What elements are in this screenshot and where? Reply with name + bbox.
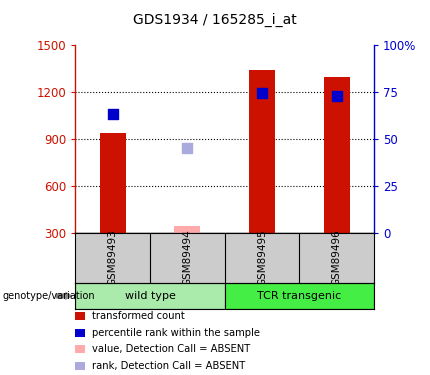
Text: rank, Detection Call = ABSENT: rank, Detection Call = ABSENT: [92, 361, 246, 370]
Text: GDS1934 / 165285_i_at: GDS1934 / 165285_i_at: [133, 13, 297, 27]
Point: [109, 111, 116, 117]
Bar: [224, 283, 374, 309]
Bar: [174, 226, 200, 232]
Point: [184, 145, 191, 151]
Text: value, Detection Call = ABSENT: value, Detection Call = ABSENT: [92, 344, 251, 354]
Text: transformed count: transformed count: [92, 311, 185, 321]
Text: percentile rank within the sample: percentile rank within the sample: [92, 328, 261, 338]
Point: [258, 90, 265, 96]
Text: wild type: wild type: [125, 291, 175, 301]
Bar: [75, 283, 224, 309]
Text: GSM89494: GSM89494: [182, 230, 192, 286]
Text: genotype/variation: genotype/variation: [2, 291, 95, 301]
Text: GSM89495: GSM89495: [257, 230, 267, 286]
Bar: [99, 132, 126, 232]
Bar: [324, 77, 350, 232]
Text: GSM89496: GSM89496: [332, 230, 342, 286]
Text: GSM89493: GSM89493: [108, 230, 118, 286]
Text: TCR transgenic: TCR transgenic: [257, 291, 341, 301]
Point: [333, 93, 340, 99]
Bar: [249, 70, 275, 232]
